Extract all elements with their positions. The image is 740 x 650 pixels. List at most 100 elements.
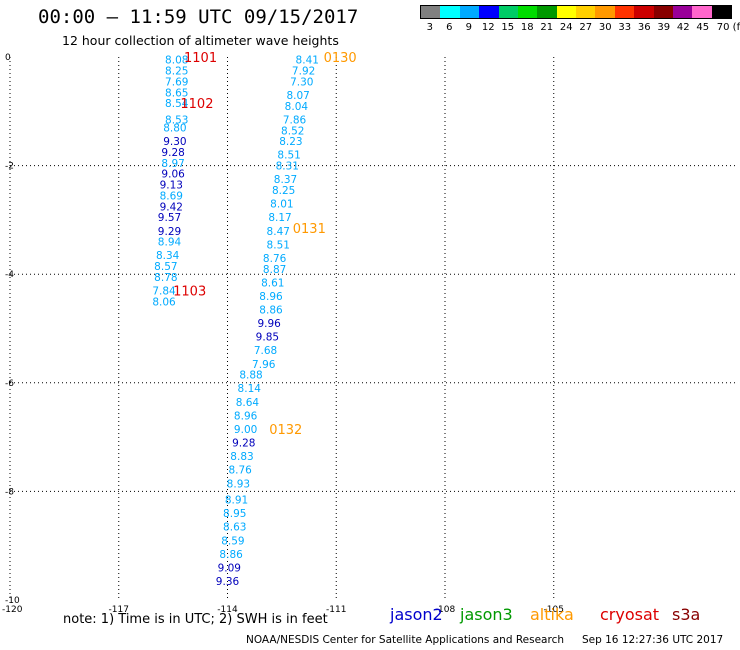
wave-height-value: 9.29 xyxy=(158,226,181,238)
wave-height-value: 8.31 xyxy=(276,161,299,173)
wave-height-value: 8.51 xyxy=(277,150,300,162)
wave-height-value: 9.09 xyxy=(218,562,241,574)
legend-s3a: s3a xyxy=(672,605,701,624)
color-scale-label: 36 xyxy=(637,22,651,33)
wave-height-value: 8.04 xyxy=(285,101,309,113)
pass-time-label: 1102 xyxy=(180,97,213,112)
wave-height-value: 8.76 xyxy=(263,253,287,265)
color-swatch xyxy=(517,6,538,18)
wave-height-value: 8.14 xyxy=(238,383,262,395)
pass-time-label: 0131 xyxy=(293,222,326,237)
wave-height-value: 8.57 xyxy=(154,261,177,273)
x-tick-label: -111 xyxy=(326,605,346,615)
wave-height-value: 7.96 xyxy=(252,359,276,371)
wave-height-value: 9.96 xyxy=(257,318,281,330)
color-swatch xyxy=(421,6,441,18)
wave-height-value: 9.85 xyxy=(256,332,279,344)
wave-height-value: 8.25 xyxy=(272,185,295,197)
wave-height-value: 8.64 xyxy=(236,397,260,409)
wave-height-value: 7.68 xyxy=(254,345,277,357)
wave-height-value: 8.37 xyxy=(274,174,297,186)
wave-height-value: 7.84 xyxy=(152,285,176,297)
wave-height-value: 8.96 xyxy=(259,291,283,303)
generation-timestamp: Sep 16 12:27:36 UTC 2017 xyxy=(582,634,724,646)
color-scale-label: 6 xyxy=(446,22,453,33)
legend-altika: altika xyxy=(530,605,574,624)
color-swatch xyxy=(556,6,576,18)
x-tick-label: -105 xyxy=(544,605,564,615)
color-swatch xyxy=(672,6,693,18)
x-tick-label: -114 xyxy=(217,605,238,615)
footer-note: note: 1) Time is in UTC; 2) SWH is in fe… xyxy=(63,612,328,627)
y-tick-label: -2 xyxy=(5,162,14,172)
wave-height-value: 8.54 xyxy=(165,98,189,110)
wave-height-value: 8.93 xyxy=(227,478,250,490)
page-subtitle: 12 hour collection of altimeter wave hei… xyxy=(62,33,339,48)
wave-height-value: 8.06 xyxy=(152,296,176,308)
legend-jason3: jason3 xyxy=(460,605,513,624)
pass-time-label: 0132 xyxy=(269,423,302,438)
wave-height-value: 8.01 xyxy=(270,199,293,211)
wave-height-value: 8.86 xyxy=(219,549,243,561)
wave-height-value: 8.78 xyxy=(154,272,177,284)
legend-cryosat: cryosat xyxy=(600,605,660,624)
wave-height-value: 8.47 xyxy=(267,226,290,238)
wave-height-value: 9.42 xyxy=(160,201,183,213)
color-swatch xyxy=(479,6,499,18)
x-tick-label: -117 xyxy=(109,605,129,615)
color-swatch xyxy=(576,6,596,18)
wave-height-value: 8.51 xyxy=(267,239,290,251)
wave-height-value: 7.69 xyxy=(165,76,188,88)
wave-height-value: 9.57 xyxy=(158,212,181,224)
color-scale-label: 21 xyxy=(540,22,554,33)
x-tick-label: -120 xyxy=(2,605,23,615)
wave-height-value: 8.41 xyxy=(296,55,319,67)
color-scale-label: 33 xyxy=(618,22,632,33)
wave-height-value: 9.28 xyxy=(232,438,255,450)
color-scale-label: 24 xyxy=(559,22,573,33)
wave-height-value: 8.63 xyxy=(223,522,246,534)
color-scale-label: 9 xyxy=(465,22,472,33)
color-scale-label: 3 xyxy=(426,22,433,33)
x-tick-label: -108 xyxy=(435,605,456,615)
color-scale-label: 30 xyxy=(598,22,612,33)
color-swatch xyxy=(634,6,654,18)
color-scale-label: 45 xyxy=(696,22,710,33)
wave-height-value: 8.17 xyxy=(268,212,291,224)
wave-height-value: 8.96 xyxy=(234,410,258,422)
wave-height-value: 8.83 xyxy=(230,451,253,463)
wave-height-value: 8.65 xyxy=(165,87,188,99)
wave-height-value: 8.76 xyxy=(228,465,252,477)
wave-height-value: 8.88 xyxy=(239,370,262,382)
color-scale-label: 42 xyxy=(676,22,690,33)
wave-height-value: 9.36 xyxy=(216,576,240,588)
points-layer: 8.088.257.698.658.548.538.809.309.288.97… xyxy=(152,55,319,588)
color-scale-label: 39 xyxy=(657,22,671,33)
color-swatch xyxy=(614,6,635,18)
page-title: 00:00 – 11:59 UTC 09/15/2017 xyxy=(38,6,359,28)
pass-time-label: 1103 xyxy=(173,284,206,299)
color-scale-label: 15 xyxy=(501,22,515,33)
y-tick-label: -4 xyxy=(5,270,14,280)
color-swatch xyxy=(459,6,480,18)
time-label-layer: 1101 1102 1103 0130 0131 0132 xyxy=(173,51,357,438)
wave-height-value: 7.92 xyxy=(292,66,315,78)
wave-height-value: 9.28 xyxy=(161,147,184,159)
color-swatch xyxy=(692,6,712,18)
y-tick-label: -6 xyxy=(5,379,14,389)
color-swatch xyxy=(440,6,460,18)
wave-height-value: 8.59 xyxy=(221,535,244,547)
y-tick-label: 0 xyxy=(5,53,11,63)
credit-text: NOAA/NESDIS Center for Satellite Applica… xyxy=(246,634,564,646)
color-scale-label: 12 xyxy=(481,22,495,33)
wave-height-value: 8.95 xyxy=(223,508,246,520)
wave-height-value: 8.53 xyxy=(165,114,188,126)
color-swatch xyxy=(595,6,615,18)
pass-time-label: 0130 xyxy=(324,51,357,66)
wave-height-value: 9.00 xyxy=(234,424,257,436)
wave-height-value: 8.61 xyxy=(261,277,284,289)
wave-height-value: 9.30 xyxy=(163,136,186,148)
